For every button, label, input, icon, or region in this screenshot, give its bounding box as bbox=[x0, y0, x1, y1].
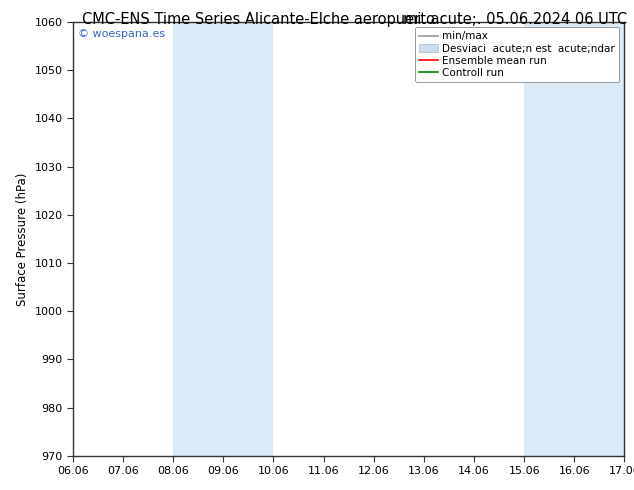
Text: CMC-ENS Time Series Alicante-Elche aeropuerto: CMC-ENS Time Series Alicante-Elche aerop… bbox=[82, 12, 436, 27]
Text: © woespana.es: © woespana.es bbox=[79, 28, 165, 39]
Bar bbox=[173, 22, 273, 456]
Text: mi  acute;. 05.06.2024 06 UTC: mi acute;. 05.06.2024 06 UTC bbox=[403, 12, 627, 27]
Legend: min/max, Desviaci  acute;n est  acute;ndar, Ensemble mean run, Controll run: min/max, Desviaci acute;n est acute;ndar… bbox=[415, 27, 619, 82]
Y-axis label: Surface Pressure (hPa): Surface Pressure (hPa) bbox=[16, 172, 29, 306]
Bar bbox=[524, 22, 624, 456]
